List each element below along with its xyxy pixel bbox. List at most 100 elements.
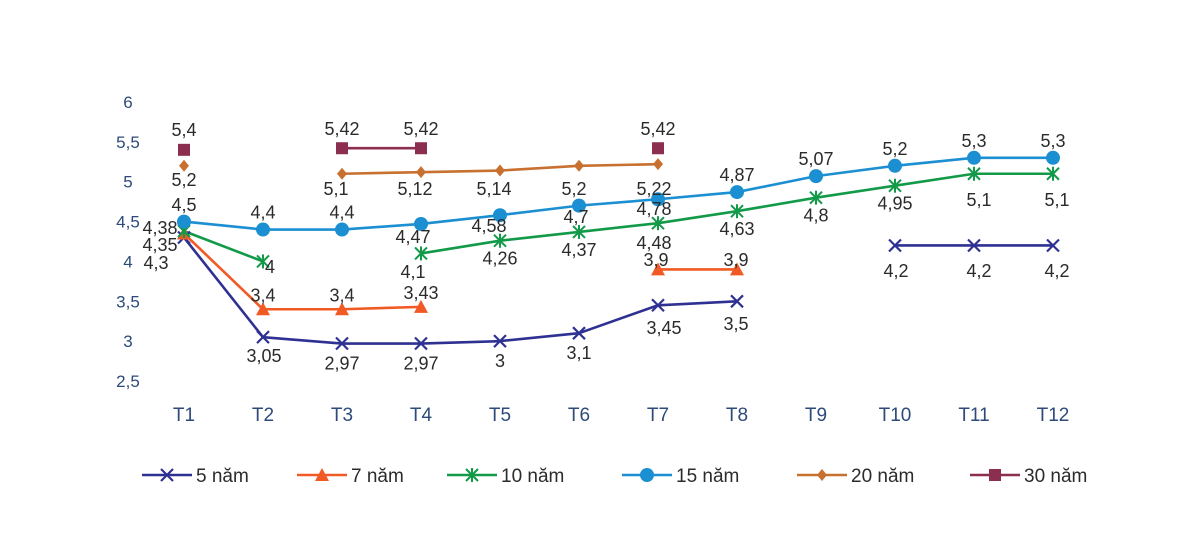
data-label: 4,47: [395, 227, 430, 247]
data-point: [177, 214, 191, 229]
legend-item: 10 năm: [447, 466, 564, 487]
data-label: 3,1: [566, 343, 591, 363]
legend-label: 7 năm: [351, 466, 404, 487]
data-point: [888, 178, 902, 193]
legend-marker: [640, 468, 654, 482]
x-tick-label: T9: [805, 405, 827, 426]
x-tick-label: T3: [331, 405, 353, 426]
legend-marker: [315, 468, 329, 481]
data-label: 4,38: [142, 218, 177, 238]
data-point: [651, 298, 665, 313]
data-point: [572, 224, 586, 239]
data-label: 5,07: [798, 149, 833, 169]
data-label: 4,2: [966, 261, 991, 281]
data-label: 4,4: [329, 203, 354, 223]
data-point: [967, 238, 981, 253]
data-point: [335, 336, 349, 351]
data-label: 3,43: [403, 283, 438, 303]
data-label: 3,05: [246, 346, 281, 366]
data-label: 3,4: [250, 285, 275, 305]
data-point: [653, 158, 663, 171]
data-point: [651, 192, 665, 207]
data-point: [1046, 238, 1060, 253]
data-point: [1046, 166, 1060, 181]
data-label: 5,4: [171, 120, 196, 140]
data-label: 4,87: [719, 165, 754, 185]
data-label: 5,2: [171, 170, 196, 190]
data-label: 4,78: [636, 199, 671, 219]
x-tick-label: T6: [568, 405, 590, 426]
data-point: [572, 198, 586, 213]
data-point: [730, 294, 744, 309]
data-label: 5,42: [640, 119, 675, 139]
data-point: [256, 254, 270, 269]
x-tick-label: T7: [647, 405, 669, 426]
data-point: [178, 143, 190, 156]
data-label: 3,5: [723, 314, 748, 334]
legend-marker: [817, 469, 827, 481]
data-label: 4,5: [171, 195, 196, 215]
data-label: 4: [265, 257, 275, 277]
data-point: [335, 302, 349, 316]
data-label: 4,1: [400, 262, 425, 282]
y-axis: 6 5,5 5 4,5 4 3,5 3 2,5: [116, 93, 140, 391]
y-tick-label: 6: [123, 93, 132, 112]
legend-item: 15 năm: [622, 466, 739, 487]
data-label: 5,3: [961, 131, 986, 151]
legend-label: 10 năm: [501, 466, 564, 487]
data-point: [256, 302, 270, 316]
data-label: 4,95: [877, 194, 912, 214]
data-point: [493, 334, 507, 348]
data-point: [809, 190, 823, 205]
series-line: [182, 156, 1055, 231]
data-point: [809, 169, 823, 184]
y-tick-label: 5: [123, 173, 132, 192]
data-point: [967, 166, 981, 181]
data-label: 3: [495, 351, 505, 371]
data-point: [888, 238, 902, 253]
x-tick-label: T5: [489, 405, 511, 426]
data-label: 3,9: [643, 250, 668, 270]
data-label: 5,42: [403, 119, 438, 139]
data-point: [414, 246, 428, 261]
data-point: [179, 159, 189, 172]
legend-marker: [465, 468, 479, 482]
x-tick-label: T2: [252, 405, 274, 426]
data-point: [493, 208, 507, 223]
data-point: [967, 150, 981, 165]
legend-item: 30 năm: [970, 466, 1087, 487]
x-tick-label: T4: [410, 405, 433, 426]
legend-marker: [160, 468, 174, 482]
legend-marker: [989, 469, 1001, 481]
data-point: [730, 262, 744, 276]
series-lines: [182, 146, 1055, 345]
data-label: 4,63: [719, 219, 754, 239]
data-point: [336, 142, 348, 155]
legend-item: 20 năm: [797, 466, 914, 487]
data-point: [574, 159, 584, 172]
data-point: [651, 216, 665, 231]
y-tick-label: 3: [123, 332, 132, 351]
data-label: 4,2: [1044, 261, 1069, 281]
data-label: 5,12: [397, 179, 432, 199]
y-tick-label: 5,5: [116, 133, 140, 152]
y-tick-label: 3,5: [116, 292, 140, 311]
series-markers: [177, 142, 1060, 351]
legend-label: 5 năm: [196, 466, 249, 487]
series-line: [182, 232, 423, 311]
data-label: 5,1: [1044, 190, 1069, 210]
legend-item: 7 năm: [297, 466, 404, 487]
data-point: [337, 167, 347, 180]
data-point: [651, 262, 665, 276]
data-point: [730, 204, 744, 219]
data-label: 5,14: [476, 179, 511, 199]
data-point: [495, 164, 505, 177]
data-point: [256, 330, 270, 344]
data-label: 4,3: [143, 253, 168, 273]
series-line: [182, 229, 265, 263]
data-label: 3,9: [723, 250, 748, 270]
data-point: [256, 222, 270, 237]
x-tick-label: T1: [173, 405, 195, 426]
data-point: [416, 166, 426, 179]
legend-label: 15 năm: [676, 466, 739, 487]
